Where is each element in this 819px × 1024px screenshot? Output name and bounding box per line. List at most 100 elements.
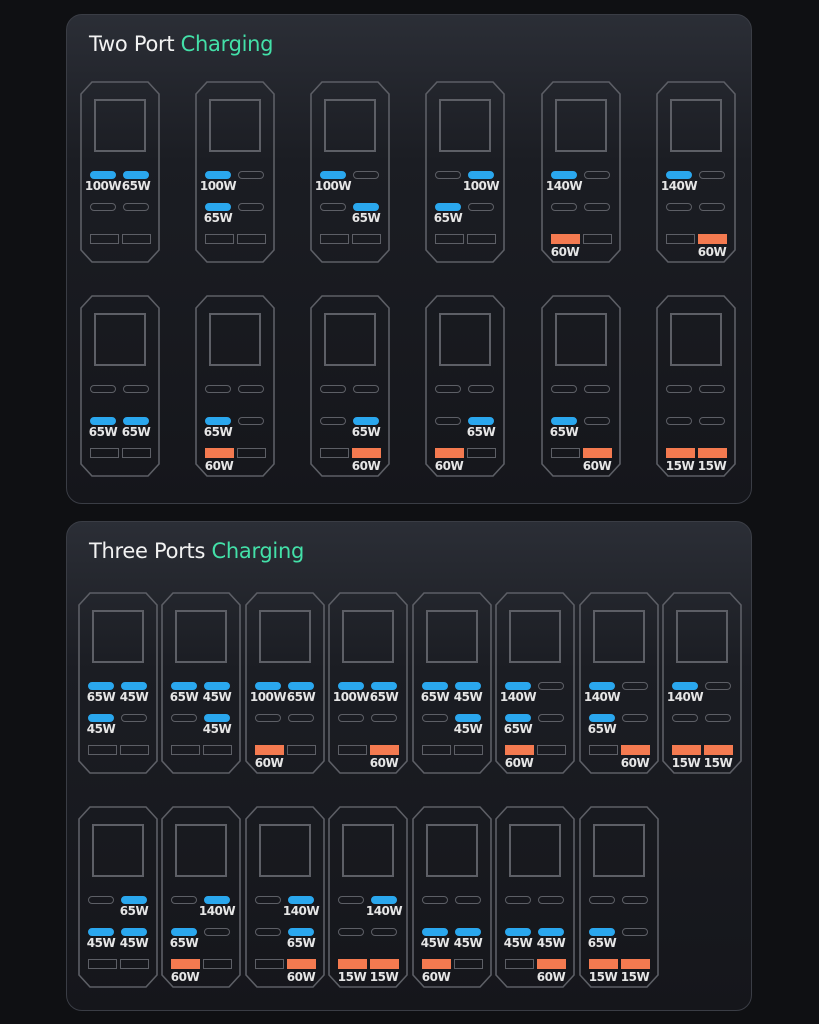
usb-a-port-active [422, 959, 451, 969]
usb-c-port-active [371, 682, 397, 690]
usb-c-port [622, 682, 648, 690]
usb-a-port [120, 745, 149, 755]
device-screen [324, 313, 376, 366]
device-outline [412, 592, 492, 774]
usb-c-port [622, 714, 648, 722]
usb-c-port-active [505, 714, 531, 722]
usb-c-port [238, 171, 264, 179]
usb-c-port [90, 203, 116, 211]
usb-a-port [435, 234, 464, 244]
usb-a-port [505, 959, 534, 969]
usb-c-port [123, 385, 149, 393]
port-wattage-label: 60W [434, 459, 464, 473]
port-wattage-label: 60W [369, 756, 399, 770]
device-outline [656, 295, 736, 477]
port-wattage-label: 15W [665, 459, 695, 473]
usb-c-port [123, 203, 149, 211]
usb-c-port [435, 417, 461, 425]
device-outline [245, 592, 325, 774]
usb-c-port-active [353, 417, 379, 425]
port-wattage-label: 60W [421, 970, 451, 984]
usb-c-port [371, 714, 397, 722]
port-wattage-label: 15W [671, 756, 701, 770]
power-station-device: 140W 65W 60W [495, 592, 575, 774]
device-outline [310, 81, 390, 263]
usb-a-port [551, 448, 580, 458]
port-wattage-label: 15W [369, 970, 399, 984]
port-wattage-label: 60W [286, 970, 316, 984]
usb-c-port [666, 203, 692, 211]
port-wattage-label: 15W [337, 970, 367, 984]
usb-a-port [454, 959, 483, 969]
port-wattage-label: 15W [703, 756, 733, 770]
device-screen [593, 610, 645, 663]
usb-c-port [171, 896, 197, 904]
section-title: Two Port Charging [89, 32, 273, 56]
port-wattage-label: 65W [88, 425, 118, 439]
port-wattage-label: 65W [351, 211, 381, 225]
device-outline [161, 592, 241, 774]
power-station-device: 15W 15W [656, 295, 736, 477]
port-wattage-label: 140W [499, 690, 537, 704]
three-ports-charging-panel: Three Ports Charging 65W 45W 45W 65W 45W 45W 1… [66, 521, 752, 1011]
usb-a-port [320, 234, 349, 244]
power-station-device: 140W 65W 60W [161, 806, 241, 988]
port-wattage-label: 65W [549, 425, 579, 439]
title-accent: Charging [180, 32, 274, 56]
device-screen [676, 610, 728, 663]
usb-a-port-active [370, 959, 399, 969]
device-outline [495, 806, 575, 988]
usb-a-port-active [621, 959, 650, 969]
usb-c-port [88, 896, 114, 904]
usb-a-port [583, 234, 612, 244]
usb-c-port-active [288, 928, 314, 936]
usb-a-port-active [537, 959, 566, 969]
usb-c-port-active [88, 682, 114, 690]
usb-c-port [371, 928, 397, 936]
port-wattage-label: 60W [351, 459, 381, 473]
usb-a-port [537, 745, 566, 755]
device-outline [656, 81, 736, 263]
usb-c-port [171, 714, 197, 722]
port-wattage-label: 45W [453, 722, 483, 736]
device-screen [94, 313, 146, 366]
usb-a-port-active [255, 745, 284, 755]
usb-c-port [705, 714, 731, 722]
usb-c-port-active [204, 682, 230, 690]
title-prefix: Three Ports [89, 539, 206, 563]
usb-a-port-active [704, 745, 733, 755]
usb-a-port [88, 745, 117, 755]
device-outline [78, 592, 158, 774]
power-station-device: 65W 60W [425, 295, 505, 477]
usb-c-port [205, 385, 231, 393]
power-station-device: 65W 45W 45W [78, 592, 158, 774]
usb-a-port-active [370, 745, 399, 755]
usb-c-port-active [505, 928, 531, 936]
usb-a-port [120, 959, 149, 969]
usb-a-port [203, 745, 232, 755]
usb-c-port [699, 171, 725, 179]
power-station-device: 65W 15W 15W [579, 806, 659, 988]
port-wattage-label: 60W [536, 970, 566, 984]
port-wattage-label: 100W [462, 179, 500, 193]
usb-c-port-active [171, 928, 197, 936]
usb-a-port [666, 234, 695, 244]
usb-c-port [699, 385, 725, 393]
device-outline [495, 592, 575, 774]
device-outline [80, 81, 160, 263]
power-station-device: 45W 45W 60W [412, 806, 492, 988]
usb-c-port-active [204, 896, 230, 904]
usb-c-port [666, 385, 692, 393]
usb-c-port-active [338, 682, 364, 690]
port-wattage-label: 100W [314, 179, 352, 193]
device-screen [670, 313, 722, 366]
port-wattage-label: 65W [203, 425, 233, 439]
port-wattage-label: 140W [282, 904, 320, 918]
usb-c-port [584, 171, 610, 179]
power-station-device: 100W 65W [425, 81, 505, 263]
port-wattage-label: 65W [169, 936, 199, 950]
usb-c-port-active [455, 714, 481, 722]
usb-c-port-active [88, 714, 114, 722]
device-screen [509, 610, 561, 663]
port-wattage-label: 60W [697, 245, 727, 259]
